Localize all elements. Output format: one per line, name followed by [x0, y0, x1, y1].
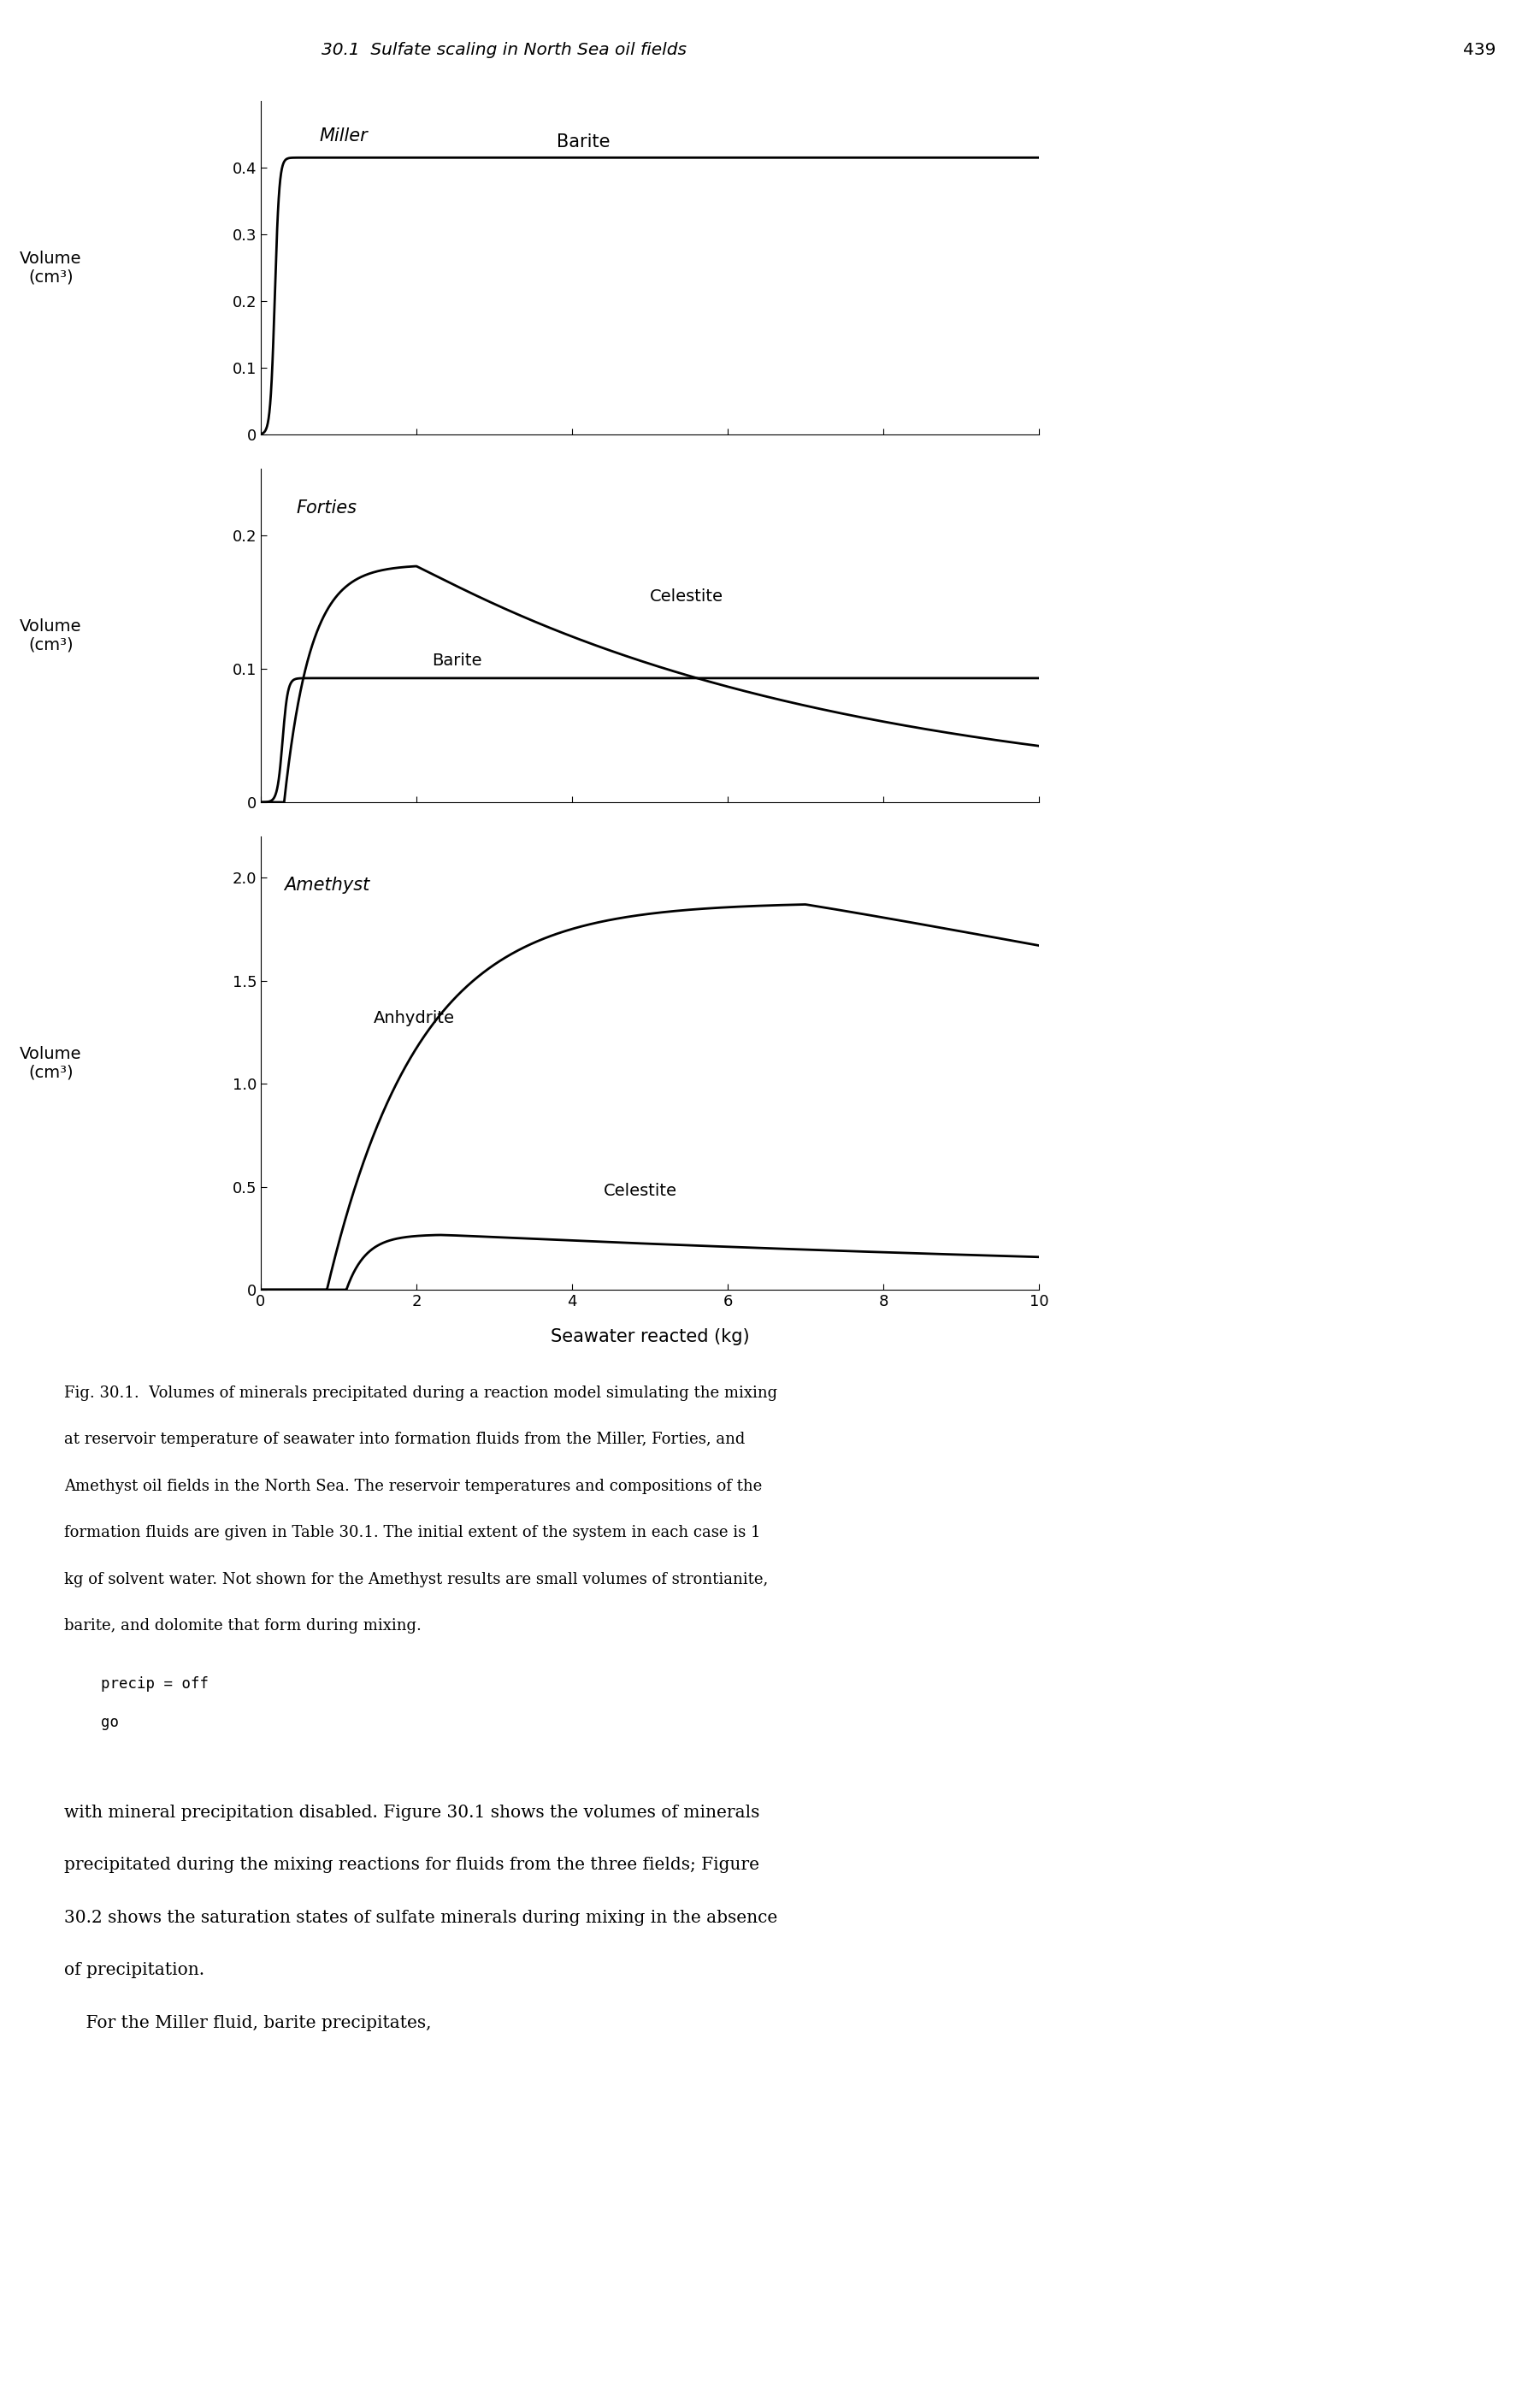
Text: 439: 439: [1463, 41, 1495, 57]
Text: Volume
(cm³): Volume (cm³): [20, 251, 82, 284]
Text: Amethyst: Amethyst: [285, 876, 370, 895]
Text: of precipitation.: of precipitation.: [65, 1962, 205, 1979]
Text: Barite: Barite: [556, 134, 610, 150]
Text: Barite: Barite: [433, 652, 482, 668]
Text: Celestite: Celestite: [604, 1184, 676, 1198]
Text: Amethyst oil fields in the North Sea. The reservoir temperatures and composition: Amethyst oil fields in the North Sea. Th…: [65, 1478, 762, 1494]
Text: formation fluids are given in Table 30.1. The initial extent of the system in ea: formation fluids are given in Table 30.1…: [65, 1525, 761, 1540]
Text: 30.1  Sulfate scaling in North Sea oil fields: 30.1 Sulfate scaling in North Sea oil fi…: [322, 41, 687, 57]
Text: go: go: [102, 1714, 119, 1731]
Text: precipitated during the mixing reactions for fluids from the three fields; Figur: precipitated during the mixing reactions…: [65, 1857, 759, 1874]
Text: For the Miller fluid, barite precipitates,: For the Miller fluid, barite precipitate…: [65, 2015, 431, 2031]
Text: barite, and dolomite that form during mixing.: barite, and dolomite that form during mi…: [65, 1618, 422, 1633]
Text: Miller: Miller: [319, 127, 368, 143]
Text: Volume
(cm³): Volume (cm³): [20, 618, 82, 654]
Text: Celestite: Celestite: [650, 590, 724, 604]
Text: at reservoir temperature of seawater into formation fluids from the Miller, Fort: at reservoir temperature of seawater int…: [65, 1432, 745, 1447]
Text: with mineral precipitation disabled. Figure 30.1 shows the volumes of minerals: with mineral precipitation disabled. Fig…: [65, 1805, 759, 1821]
Text: Seawater reacted (kg): Seawater reacted (kg): [550, 1327, 750, 1346]
Text: Anhydrite: Anhydrite: [374, 1010, 454, 1026]
Text: 30.2 shows the saturation states of sulfate minerals during mixing in the absenc: 30.2 shows the saturation states of sulf…: [65, 1910, 778, 1926]
Text: Fig. 30.1.  Volumes of minerals precipitated during a reaction model simulating : Fig. 30.1. Volumes of minerals precipita…: [65, 1384, 778, 1401]
Text: kg of solvent water. Not shown for the Amethyst results are small volumes of str: kg of solvent water. Not shown for the A…: [65, 1571, 768, 1587]
Text: precip = off: precip = off: [102, 1676, 208, 1692]
Text: Forties: Forties: [296, 499, 357, 516]
Text: Volume
(cm³): Volume (cm³): [20, 1046, 82, 1081]
